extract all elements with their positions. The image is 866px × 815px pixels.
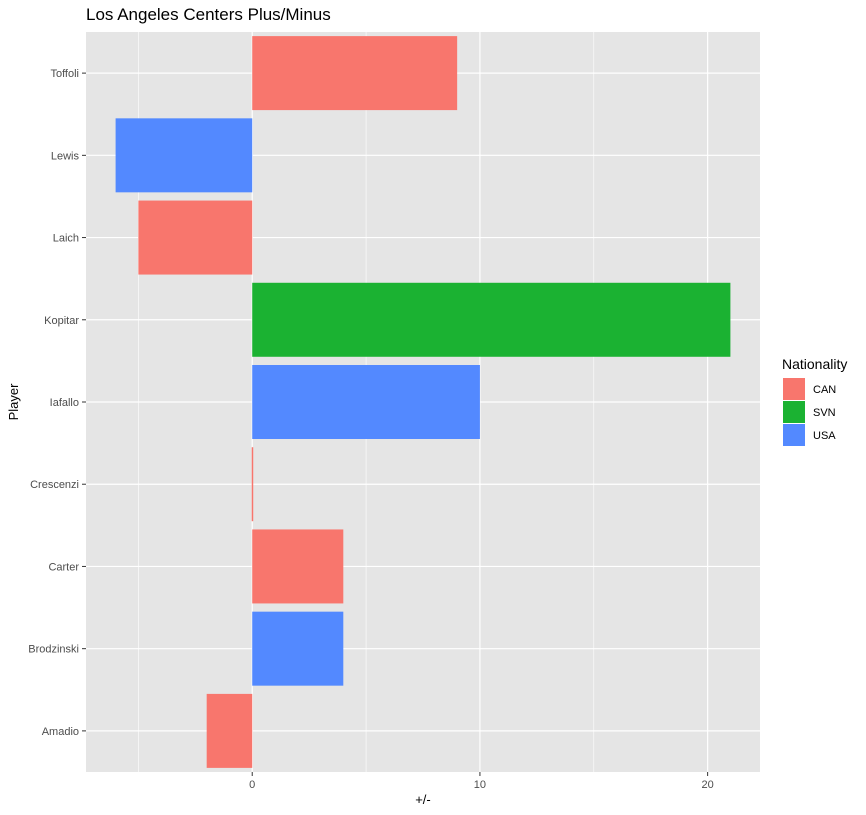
bar-amadio (206, 693, 253, 768)
legend-key-usa (783, 424, 805, 446)
bar-crescenzi (251, 447, 254, 522)
y-tick-label: Crescenzi (30, 479, 79, 491)
legend-key-svn (783, 401, 805, 423)
legend-key-can (783, 378, 805, 400)
y-tick-label: Brodzinski (28, 644, 79, 656)
y-axis-title: Player (6, 383, 21, 421)
y-tick-label: Iafallo (50, 397, 79, 409)
x-axis-title: +/- (415, 792, 431, 807)
bar-toffoli (252, 36, 458, 111)
y-tick-label: Kopitar (44, 315, 79, 327)
legend-label-svn: SVN (813, 407, 836, 419)
x-tick-label: 0 (249, 779, 255, 791)
y-tick-label: Lewis (51, 150, 80, 162)
bar-lewis (115, 118, 253, 193)
y-axis: Toffoli Lewis Laich Kopitar Iafallo Crescenzi… (28, 68, 86, 738)
bar-carter (252, 529, 344, 604)
y-tick-label: Carter (48, 561, 79, 573)
x-tick-label: 10 (474, 779, 486, 791)
legend-label-usa: USA (813, 430, 836, 442)
x-axis: 0 10 20 (249, 772, 714, 791)
bars (115, 36, 731, 768)
x-tick-label: 20 (702, 779, 714, 791)
legend-title: Nationality (782, 356, 847, 372)
bar-kopitar (252, 282, 731, 357)
bar-iafallo (252, 365, 480, 439)
legend-label-can: CAN (813, 384, 836, 396)
y-tick-label: Laich (53, 233, 79, 245)
y-tick-label: Amadio (42, 726, 79, 738)
chart-title: Los Angeles Centers Plus/Minus (86, 5, 331, 24)
legend: Nationality CAN SVN USA (782, 356, 847, 446)
bar-brodzinski (252, 611, 344, 686)
bar-laich (138, 200, 253, 275)
y-tick-label: Toffoli (50, 68, 79, 80)
